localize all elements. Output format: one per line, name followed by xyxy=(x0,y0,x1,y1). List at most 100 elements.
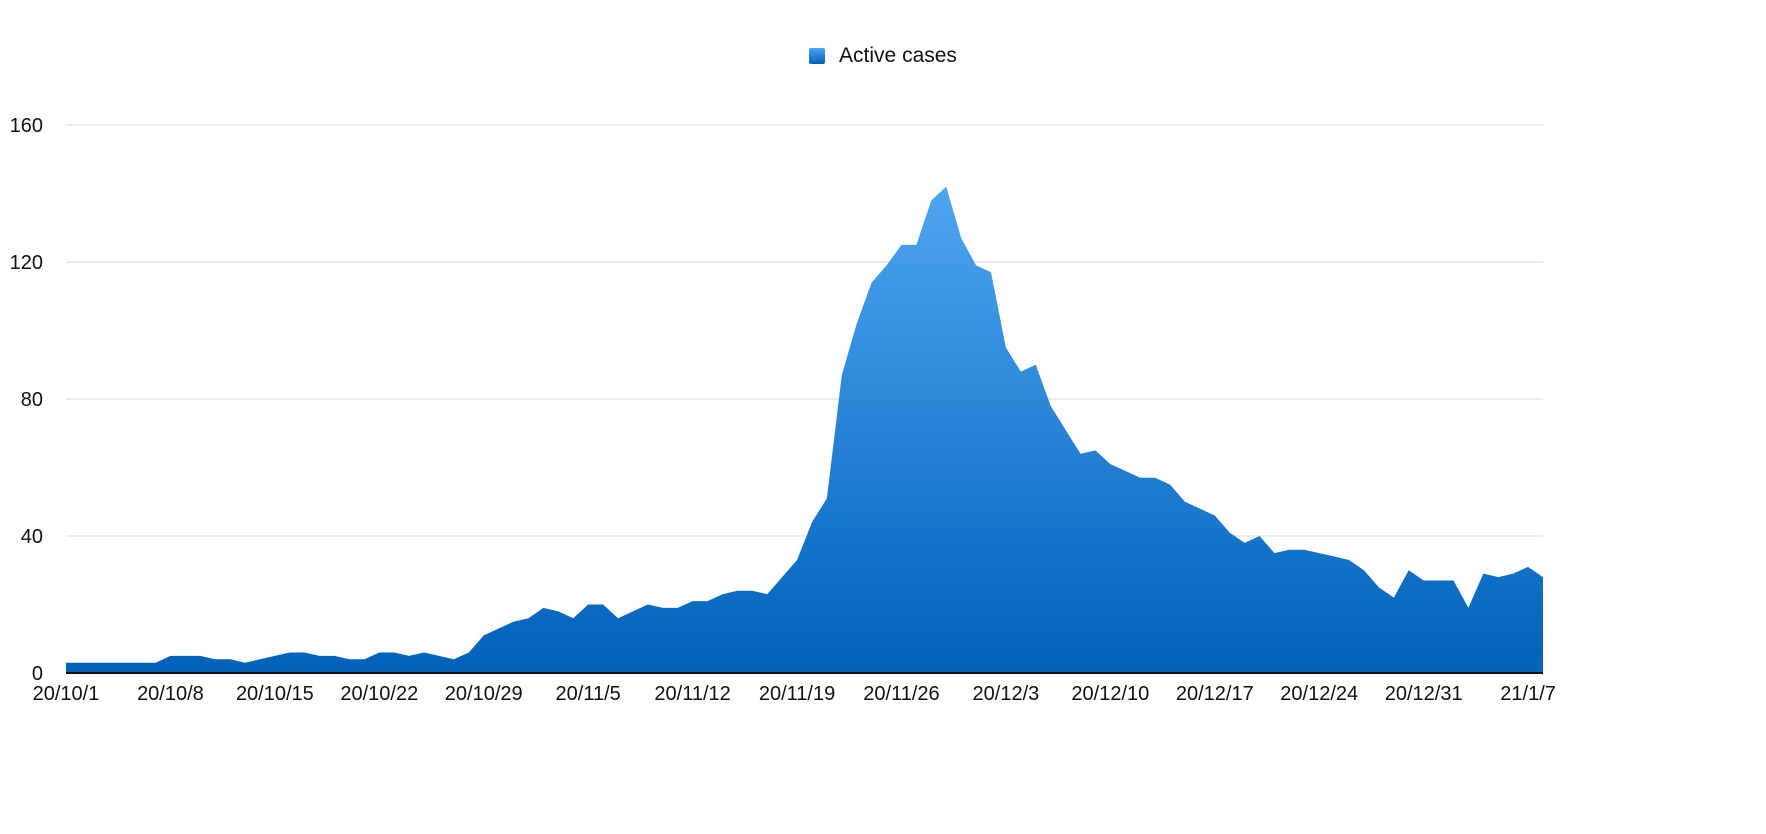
data-point[interactable] xyxy=(1197,506,1203,512)
data-point[interactable] xyxy=(63,660,69,666)
data-point[interactable] xyxy=(182,653,188,659)
data-point[interactable] xyxy=(1033,362,1039,368)
data-point[interactable] xyxy=(302,649,308,655)
data-point[interactable] xyxy=(600,602,606,608)
data-point[interactable] xyxy=(138,660,144,666)
data-point[interactable] xyxy=(898,242,904,248)
data-point[interactable] xyxy=(1480,571,1486,577)
data-point[interactable] xyxy=(1212,512,1218,518)
data-point[interactable] xyxy=(451,656,457,662)
data-point[interactable] xyxy=(242,660,248,666)
data-point[interactable] xyxy=(406,653,412,659)
data-point[interactable] xyxy=(585,602,591,608)
data-point[interactable] xyxy=(108,660,114,666)
data-point[interactable] xyxy=(1406,567,1412,573)
data-point[interactable] xyxy=(1003,345,1009,351)
data-point[interactable] xyxy=(1286,547,1292,553)
data-point[interactable] xyxy=(794,557,800,563)
data-point[interactable] xyxy=(361,656,367,662)
data-point[interactable] xyxy=(481,632,487,638)
data-point[interactable] xyxy=(645,602,651,608)
data-point[interactable] xyxy=(1107,461,1113,467)
data-point[interactable] xyxy=(1257,533,1263,539)
data-point[interactable] xyxy=(1182,499,1188,505)
data-point[interactable] xyxy=(1137,475,1143,481)
data-point[interactable] xyxy=(749,588,755,594)
data-point[interactable] xyxy=(1465,605,1471,611)
data-point[interactable] xyxy=(93,660,99,666)
data-point[interactable] xyxy=(1346,557,1352,563)
data-point[interactable] xyxy=(1376,584,1382,590)
data-point[interactable] xyxy=(1391,595,1397,601)
data-point[interactable] xyxy=(421,649,427,655)
data-point[interactable] xyxy=(690,598,696,604)
data-point[interactable] xyxy=(1063,427,1069,433)
data-point[interactable] xyxy=(958,235,964,241)
data-point[interactable] xyxy=(212,656,218,662)
data-point[interactable] xyxy=(227,656,233,662)
data-point[interactable] xyxy=(78,660,84,666)
data-point[interactable] xyxy=(988,269,994,275)
data-point[interactable] xyxy=(287,649,293,655)
data-point[interactable] xyxy=(869,280,875,286)
data-point[interactable] xyxy=(779,574,785,580)
data-point[interactable] xyxy=(1525,564,1531,570)
data-point[interactable] xyxy=(1092,447,1098,453)
data-point[interactable] xyxy=(570,615,576,621)
data-point[interactable] xyxy=(630,608,636,614)
data-point[interactable] xyxy=(1421,578,1427,584)
data-point[interactable] xyxy=(1331,554,1337,560)
data-point[interactable] xyxy=(1510,571,1516,577)
series-area-active-cases[interactable] xyxy=(66,186,1543,673)
data-point[interactable] xyxy=(332,653,338,659)
data-point[interactable] xyxy=(734,588,740,594)
data-point[interactable] xyxy=(1301,547,1307,553)
data-point[interactable] xyxy=(1122,468,1128,474)
data-point[interactable] xyxy=(167,653,173,659)
data-point[interactable] xyxy=(197,653,203,659)
data-point[interactable] xyxy=(391,649,397,655)
data-point[interactable] xyxy=(555,608,561,614)
data-point[interactable] xyxy=(928,197,934,203)
data-point[interactable] xyxy=(540,605,546,611)
data-point[interactable] xyxy=(153,660,159,666)
data-point[interactable] xyxy=(1018,369,1024,375)
data-point[interactable] xyxy=(123,660,129,666)
data-point[interactable] xyxy=(525,615,531,621)
data-point[interactable] xyxy=(1152,475,1158,481)
data-point[interactable] xyxy=(1495,574,1501,580)
data-point[interactable] xyxy=(1450,578,1456,584)
data-point[interactable] xyxy=(705,598,711,604)
data-point[interactable] xyxy=(854,321,860,327)
data-point[interactable] xyxy=(1227,530,1233,536)
data-point[interactable] xyxy=(615,615,621,621)
data-point[interactable] xyxy=(1436,578,1442,584)
data-point[interactable] xyxy=(317,653,323,659)
data-point[interactable] xyxy=(839,372,845,378)
data-point[interactable] xyxy=(376,649,382,655)
data-point[interactable] xyxy=(675,605,681,611)
data-point[interactable] xyxy=(1540,574,1546,580)
data-point[interactable] xyxy=(973,262,979,268)
data-point[interactable] xyxy=(1316,550,1322,556)
data-point[interactable] xyxy=(257,656,263,662)
data-point[interactable] xyxy=(824,495,830,501)
data-point[interactable] xyxy=(1242,540,1248,546)
data-point[interactable] xyxy=(1361,567,1367,573)
data-point[interactable] xyxy=(436,653,442,659)
data-point[interactable] xyxy=(496,625,502,631)
data-point[interactable] xyxy=(1271,550,1277,556)
data-point[interactable] xyxy=(809,519,815,525)
data-point[interactable] xyxy=(764,591,770,597)
data-point[interactable] xyxy=(346,656,352,662)
data-point[interactable] xyxy=(1048,403,1054,409)
data-point[interactable] xyxy=(884,262,890,268)
data-point[interactable] xyxy=(272,653,278,659)
data-point[interactable] xyxy=(466,649,472,655)
data-point[interactable] xyxy=(913,242,919,248)
data-point[interactable] xyxy=(660,605,666,611)
data-point[interactable] xyxy=(1167,482,1173,488)
legend-item-active-cases[interactable]: Active cases xyxy=(809,44,957,68)
data-point[interactable] xyxy=(1078,451,1084,457)
data-point[interactable] xyxy=(511,619,517,625)
